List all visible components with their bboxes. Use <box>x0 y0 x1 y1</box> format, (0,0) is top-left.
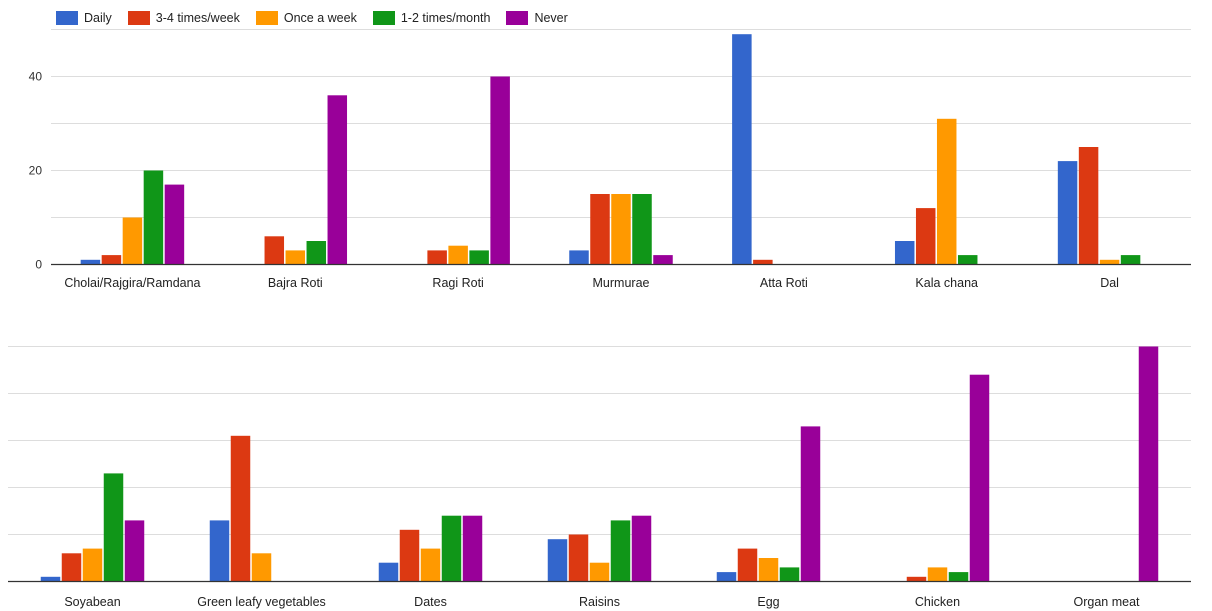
bar-cholai-rajgira-ramdana-3-4-times-week[interactable] <box>101 255 122 265</box>
bar-atta-roti-3-4-times-week[interactable] <box>753 259 773 265</box>
bar-egg-once-a-week[interactable] <box>758 558 779 582</box>
bar-raisins-never[interactable] <box>631 515 652 582</box>
bar-bajra-roti-3-4-times-week[interactable] <box>264 236 285 265</box>
bar-soyabean-once-a-week[interactable] <box>82 548 103 582</box>
bar-raisins-once-a-week[interactable] <box>589 562 610 582</box>
bar-bajra-roti-1-2-times-month[interactable] <box>306 241 327 265</box>
bar-murmurae-1-2-times-month[interactable] <box>632 194 652 265</box>
chart-legend: Daily 3-4 times/week Once a week 1-2 tim… <box>56 9 584 27</box>
bar-soyabean-3-4-times-week[interactable] <box>61 553 82 582</box>
bar-chicken-never[interactable] <box>969 374 990 582</box>
bar-bajra-roti-never[interactable] <box>327 95 348 265</box>
legend-label-1-2-times-month: 1-2 times/month <box>400 11 491 25</box>
chart-panel-top: 0 20 40 Cholai/Rajgira/Ramdana Bajra Roti Rag… <box>29 29 1191 290</box>
bar-ragi-roti-3-4-times-week[interactable] <box>427 250 447 265</box>
x-tick-label-dal: Dal <box>1100 276 1119 290</box>
x-tick-label-egg: Egg <box>757 595 779 609</box>
bar-dates-never[interactable] <box>462 515 483 582</box>
bar-egg-daily[interactable] <box>716 572 737 582</box>
bar-kala-chana-1-2-times-month[interactable] <box>957 255 978 265</box>
x-tick-label-murmurae: Murmurae <box>593 276 650 290</box>
bar-egg-3-4-times-week[interactable] <box>737 548 758 582</box>
x-tick-label-atta-roti: Atta Roti <box>760 276 808 290</box>
bar-dates-daily[interactable] <box>378 562 399 582</box>
bar-cholai-rajgira-ramdana-never[interactable] <box>164 184 185 265</box>
bar-dal-daily[interactable] <box>1057 161 1078 265</box>
bar-chicken-once-a-week[interactable] <box>927 567 948 582</box>
bar-ragi-roti-1-2-times-month[interactable] <box>469 250 489 265</box>
legend-item-once-a-week[interactable]: Once a week <box>255 11 357 25</box>
legend-item-daily[interactable]: Daily <box>56 11 112 25</box>
bar-dates-once-a-week[interactable] <box>420 548 441 582</box>
legend-swatch-daily <box>56 11 78 25</box>
bar-egg-never[interactable] <box>800 426 821 582</box>
bar-soyabean-daily[interactable] <box>40 576 61 582</box>
bar-murmurae-never[interactable] <box>653 255 673 265</box>
x-tick-label-ragi-roti: Ragi Roti <box>432 276 483 290</box>
x-tick-label-cholai-rajgira-ramdana: Cholai/Rajgira/Ramdana <box>64 276 200 290</box>
legend-swatch-once-a-week <box>255 11 278 25</box>
x-tick-label-organ-meat: Organ meat <box>1073 595 1140 609</box>
bar-dal-1-2-times-month[interactable] <box>1120 255 1141 265</box>
legend-label-never: Never <box>534 11 568 25</box>
bar-dal-3-4-times-week[interactable] <box>1078 147 1099 265</box>
x-tick-label-raisins: Raisins <box>579 595 620 609</box>
x-tick-label-kala-chana: Kala chana <box>915 276 978 290</box>
legend-label-daily: Daily <box>84 11 112 25</box>
bar-egg-1-2-times-month[interactable] <box>779 567 800 582</box>
x-tick-label-dates: Dates <box>414 595 447 609</box>
legend-item-3-4-times-week[interactable]: 3-4 times/week <box>127 11 240 25</box>
bar-cholai-rajgira-ramdana-once-a-week[interactable] <box>122 217 143 265</box>
y-tick-label: 40 <box>29 70 43 84</box>
legend-swatch-never <box>506 11 529 25</box>
x-tick-label-soyabean: Soyabean <box>64 595 120 609</box>
bar-murmurae-3-4-times-week[interactable] <box>590 194 610 265</box>
bar-kala-chana-3-4-times-week[interactable] <box>915 208 936 265</box>
bar-raisins-1-2-times-month[interactable] <box>610 520 631 582</box>
bar-chicken-3-4-times-week[interactable] <box>906 576 927 582</box>
bar-green-leafy-vegetables-once-a-week[interactable] <box>251 553 272 582</box>
bar-bajra-roti-once-a-week[interactable] <box>285 250 306 265</box>
bar-ragi-roti-once-a-week[interactable] <box>448 245 468 265</box>
bar-kala-chana-daily[interactable] <box>894 241 915 265</box>
bar-raisins-3-4-times-week[interactable] <box>568 534 589 582</box>
legend-item-never[interactable]: Never <box>506 11 568 25</box>
bar-dal-once-a-week[interactable] <box>1099 259 1120 265</box>
bar-soyabean-1-2-times-month[interactable] <box>103 473 124 582</box>
legend-label-3-4-times-week: 3-4 times/week <box>155 11 240 25</box>
bar-raisins-daily[interactable] <box>547 539 568 582</box>
bar-ragi-roti-never[interactable] <box>490 76 510 265</box>
bar-chicken-1-2-times-month[interactable] <box>948 572 969 582</box>
x-tick-label-green-leafy-vegetables: Green leafy vegetables <box>197 595 326 609</box>
bar-dates-3-4-times-week[interactable] <box>399 529 420 582</box>
y-tick-label: 0 <box>35 258 42 272</box>
bar-green-leafy-vegetables-daily[interactable] <box>209 520 230 582</box>
bar-organ-meat-never[interactable] <box>1138 346 1159 582</box>
bar-cholai-rajgira-ramdana-1-2-times-month[interactable] <box>143 170 164 265</box>
chart-panel-bottom: Soyabean Green leafy vegetables Dates Raisi… <box>8 346 1191 609</box>
bar-cholai-rajgira-ramdana-daily[interactable] <box>80 259 101 265</box>
y-tick-label: 20 <box>29 164 43 178</box>
bar-murmurae-daily[interactable] <box>569 250 589 265</box>
legend-label-once-a-week: Once a week <box>283 11 357 25</box>
bar-soyabean-never[interactable] <box>124 520 145 582</box>
bar-murmurae-once-a-week[interactable] <box>611 194 631 265</box>
x-tick-label-bajra-roti: Bajra Roti <box>268 276 323 290</box>
x-tick-label-chicken: Chicken <box>915 595 960 609</box>
legend-item-1-2-times-month[interactable]: 1-2 times/month <box>372 11 491 25</box>
bar-dates-1-2-times-month[interactable] <box>441 515 462 582</box>
bar-atta-roti-daily[interactable] <box>732 34 752 265</box>
legend-swatch-1-2-times-month <box>372 11 395 25</box>
bar-kala-chana-once-a-week[interactable] <box>936 118 957 265</box>
bar-green-leafy-vegetables-3-4-times-week[interactable] <box>230 435 251 582</box>
legend-swatch-3-4-times-week <box>127 11 150 25</box>
